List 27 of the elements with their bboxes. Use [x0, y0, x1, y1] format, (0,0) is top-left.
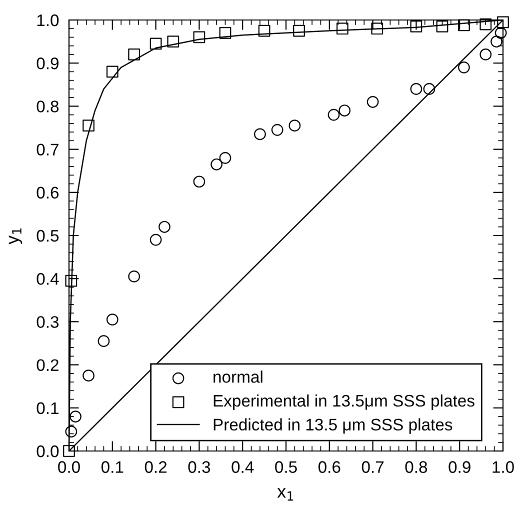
x-tick-label: 0.1	[101, 461, 124, 473]
x-axis-title: x$_{1}$	[277, 488, 294, 501]
y-tick-label: 0.3	[36, 316, 59, 328]
y-tick-label: 0.7	[36, 144, 58, 156]
y-tick-label: 0.0	[36, 445, 59, 458]
x-tick-label: 0.0	[58, 461, 80, 473]
y-tick-label: 0.5	[36, 230, 59, 242]
y-tick-label: 0.8	[36, 100, 59, 112]
y-tick-label: 0.6	[36, 186, 59, 199]
x-tick-label: 0.2	[144, 461, 167, 473]
x-tick-label: 0.5	[275, 461, 297, 473]
legend-label: normal	[214, 370, 262, 383]
y-tick-label: 1.0	[37, 14, 59, 26]
y-tick-label: 0.9	[36, 58, 58, 70]
x-tick-label: 0.9	[448, 461, 470, 473]
x-tick-label: 0.4	[232, 461, 254, 473]
x-tick-label: 0.3	[188, 461, 210, 473]
y-tick-label: 0.2	[36, 359, 58, 372]
legend-label: Experimental in 13.5μm SSS plates	[214, 394, 474, 410]
y-tick-label: 0.4	[36, 273, 59, 285]
x-tick-label: 1.0	[492, 461, 514, 473]
y-axis-title: y$_{1}$	[8, 228, 22, 244]
y-tick-label: 0.1	[36, 402, 58, 414]
x-tick-label: 0.7	[362, 461, 384, 473]
legend-label: Predicted in 13.5 μm SSS plates	[214, 418, 452, 434]
x-tick-label: 0.6	[318, 461, 340, 473]
x-tick-label: 0.8	[405, 461, 428, 473]
